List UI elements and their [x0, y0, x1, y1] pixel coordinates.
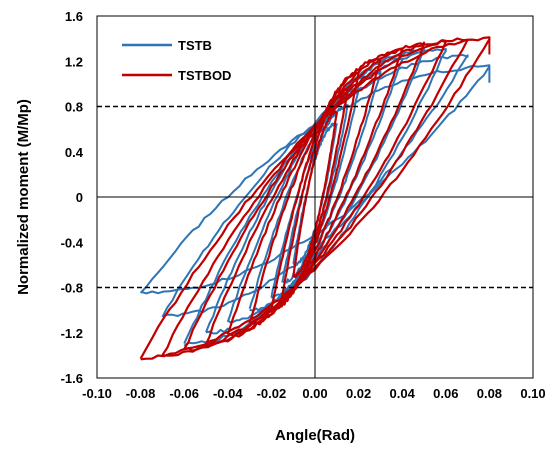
x-tick-label: -0.04 [213, 386, 243, 401]
x-tick-label: -0.08 [126, 386, 156, 401]
legend-label: TSTB [178, 38, 212, 53]
hysteresis-loop [205, 47, 425, 335]
y-tick-label: 1.6 [65, 9, 83, 24]
series-curves [139, 36, 491, 361]
hysteresis-loop [292, 110, 338, 279]
x-axis-title: Angle(Rad) [275, 427, 355, 444]
x-tick-label: 0.10 [520, 386, 545, 401]
x-tick-label: 0.00 [302, 386, 327, 401]
x-tick-label: 0.02 [346, 386, 371, 401]
x-tick-label: -0.02 [257, 386, 287, 401]
y-axis-title: Normalized moment (M/Mp) [15, 99, 32, 295]
x-tick-label: -0.10 [82, 386, 112, 401]
hysteresis-loop [183, 39, 447, 352]
legend: TSTB TSTBOD [122, 38, 231, 83]
y-tick-label: 1.2 [65, 54, 83, 69]
x-tick-label: 0.06 [433, 386, 458, 401]
x-tick-label: 0.04 [390, 386, 416, 401]
y-tick-label: -1.6 [61, 371, 83, 386]
series-tstbod [139, 36, 491, 361]
plot-area-frame [96, 15, 534, 379]
y-tick-label: -0.8 [61, 281, 83, 296]
y-tick-label: 0 [76, 190, 83, 205]
hysteresis-loop [161, 53, 469, 318]
x-tick-label: -0.06 [169, 386, 199, 401]
hysteresis-loop [139, 36, 491, 361]
legend-label: TSTBOD [178, 68, 231, 83]
y-tick-label: -0.4 [61, 235, 84, 250]
y-tick-label: -1.2 [61, 326, 83, 341]
y-axis-tick-labels: -1.6 -1.2 -0.8 -0.4 0 0.4 0.8 1.2 1.6 [61, 9, 84, 386]
y-tick-label: 0.4 [65, 145, 84, 160]
x-tick-label: 0.08 [477, 386, 502, 401]
hysteresis-loop [139, 64, 491, 295]
x-axis-tick-labels: -0.10 -0.08 -0.06 -0.04 -0.02 0.00 0.02 0.04 0.0… [82, 386, 545, 401]
axes [97, 16, 533, 378]
y-tick-label: 0.8 [65, 100, 83, 115]
hysteresis-loop [248, 70, 382, 312]
